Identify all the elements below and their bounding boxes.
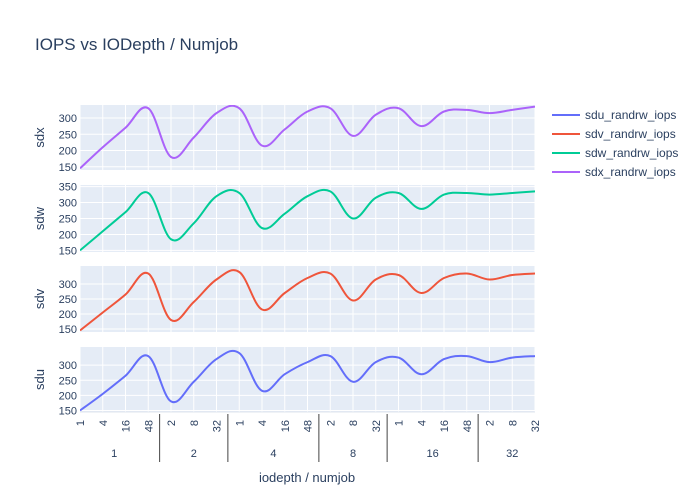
legend-item-sdu_randrw_iops[interactable]: sdu_randrw_iops bbox=[552, 108, 676, 122]
x-group-label: 16 bbox=[427, 448, 439, 460]
y-tick-label: 300 bbox=[59, 279, 77, 291]
x-group-label: 8 bbox=[350, 448, 356, 460]
x-tick-label: 48 bbox=[143, 420, 155, 432]
series-line-sdx_randrw_iops[interactable] bbox=[80, 105, 535, 170]
y-tick-label: 200 bbox=[59, 309, 77, 321]
legend-item-sdw_randrw_iops[interactable]: sdw_randrw_iops bbox=[552, 146, 678, 160]
subplot-panels: 150 200 250 300 sdx 150 200 250 300 350 sdw 150 200 2… bbox=[32, 105, 536, 417]
y-tick-label: 250 bbox=[59, 214, 77, 226]
series-line-sdu_randrw_iops[interactable] bbox=[80, 349, 535, 412]
y-tick-label: 200 bbox=[59, 229, 77, 241]
x-tick-label: 4 bbox=[416, 420, 428, 426]
x-tick-label: 2 bbox=[485, 420, 497, 426]
legend-item-sdv_randrw_iops[interactable]: sdv_randrw_iops bbox=[552, 127, 676, 141]
x-group-label: 4 bbox=[270, 448, 276, 460]
x-tick-label: 32 bbox=[212, 420, 224, 432]
x-tick-label: 32 bbox=[530, 420, 542, 432]
x-tick-label: 8 bbox=[348, 420, 360, 426]
x-axis: 1 4 16 48 2 8 32 1 4 16 48 2 8 32 1 4 16 48 2 8 321 2 4 8 16 32 bbox=[75, 411, 542, 462]
y-tick-label: 300 bbox=[59, 198, 77, 210]
x-tick-label: 1 bbox=[394, 420, 406, 426]
x-tick-label: 48 bbox=[303, 420, 315, 432]
x-tick-label: 4 bbox=[98, 420, 110, 426]
y-tick-label: 250 bbox=[59, 375, 77, 387]
y-tick-label: 250 bbox=[59, 294, 77, 306]
x-group-label: 2 bbox=[191, 448, 197, 460]
legend-label: sdw_randrw_iops bbox=[585, 146, 678, 160]
series-line-sdv_randrw_iops[interactable] bbox=[80, 269, 535, 332]
x-tick-label: 8 bbox=[507, 420, 519, 426]
panel-sdx: 150 200 250 300 sdx bbox=[32, 105, 536, 174]
x-tick-label: 8 bbox=[189, 420, 201, 426]
x-tick-label: 16 bbox=[280, 420, 292, 432]
y-tick-label: 300 bbox=[59, 360, 77, 372]
y-axis-title-sdu: sdu bbox=[32, 369, 47, 390]
y-tick-label: 200 bbox=[59, 146, 77, 158]
y-axis-title-sdx: sdx bbox=[32, 127, 47, 148]
y-tick-label: 200 bbox=[59, 390, 77, 402]
y-tick-label: 350 bbox=[59, 182, 77, 194]
x-tick-label: 2 bbox=[325, 420, 337, 426]
x-tick-label: 4 bbox=[257, 420, 269, 426]
legend[interactable]: sdu_randrw_iops sdv_randrw_iops sdw_randrw… bbox=[552, 108, 678, 179]
panel-sdu: 150 200 250 300 sdu bbox=[32, 347, 536, 417]
x-tick-label: 16 bbox=[121, 420, 133, 432]
chart-title: IOPS vs IODepth / Numjob bbox=[35, 35, 238, 54]
y-tick-label: 150 bbox=[59, 162, 77, 174]
x-axis-title: iodepth / numjob bbox=[259, 470, 355, 485]
x-tick-label: 2 bbox=[166, 420, 178, 426]
legend-label: sdu_randrw_iops bbox=[585, 108, 676, 122]
y-axis-title-sdw: sdw bbox=[32, 206, 47, 230]
y-axis-title-sdv: sdv bbox=[32, 288, 47, 309]
legend-label: sdx_randrw_iops bbox=[585, 165, 676, 179]
series-line-sdw_randrw_iops[interactable] bbox=[80, 188, 535, 252]
x-group-label: 1 bbox=[111, 448, 117, 460]
y-tick-label: 150 bbox=[59, 245, 77, 257]
panel-sdw: 150 200 250 300 350 sdw bbox=[32, 182, 536, 257]
panel-sdv: 150 200 250 300 sdv bbox=[32, 266, 536, 336]
y-tick-label: 300 bbox=[59, 113, 77, 125]
x-tick-label: 1 bbox=[234, 420, 246, 426]
y-tick-label: 250 bbox=[59, 129, 77, 141]
x-tick-label: 1 bbox=[75, 420, 87, 426]
x-tick-label: 48 bbox=[462, 420, 474, 432]
y-tick-label: 150 bbox=[59, 324, 77, 336]
y-tick-label: 150 bbox=[59, 405, 77, 417]
legend-item-sdx_randrw_iops[interactable]: sdx_randrw_iops bbox=[552, 165, 676, 179]
x-group-label: 32 bbox=[506, 448, 518, 460]
legend-label: sdv_randrw_iops bbox=[585, 127, 676, 141]
x-tick-label: 32 bbox=[371, 420, 383, 432]
x-tick-label: 16 bbox=[439, 420, 451, 432]
